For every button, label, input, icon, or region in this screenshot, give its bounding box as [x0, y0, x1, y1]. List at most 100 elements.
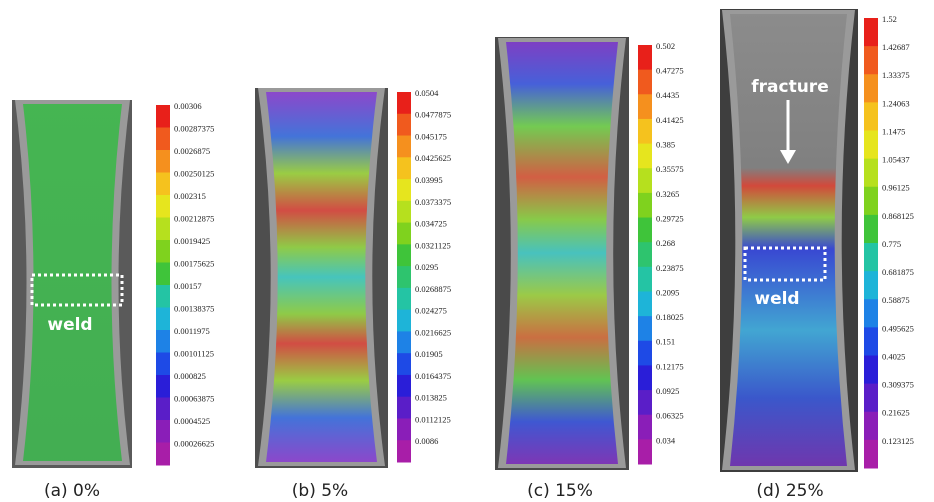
colorbar-label: 0.0019425	[174, 236, 210, 246]
colorbar-segment	[156, 150, 170, 173]
colorbar-label: 1.1475	[882, 126, 905, 136]
colorbar-segment	[864, 384, 878, 413]
colorbar-segment	[156, 218, 170, 241]
colorbar-segment	[638, 218, 652, 243]
colorbar-label: 0.2095	[656, 287, 679, 297]
figure: 0.00306 0.00287375 0.0026875 0.00250125 0.00…	[0, 0, 934, 502]
colorbar-label: 0.41425	[656, 115, 684, 125]
caption: (d) 25%	[756, 481, 823, 501]
colorbar-segment	[397, 223, 411, 245]
colorbar-segment	[397, 288, 411, 310]
colorbar-segment	[864, 74, 878, 103]
colorbar-segment	[397, 418, 411, 440]
colorbar-label: 0.01905	[415, 349, 443, 359]
colorbar-label: 0.775	[882, 239, 901, 249]
colorbar-segment	[638, 242, 652, 267]
strain-map	[23, 104, 122, 461]
colorbar-segment	[864, 187, 878, 216]
colorbar-segment	[397, 157, 411, 179]
colorbar-label: 0.0164375	[415, 371, 451, 381]
colorbar-segment	[397, 353, 411, 375]
colorbar-label: 0.151	[656, 337, 675, 347]
colorbar-label: 0.35575	[656, 164, 684, 174]
colorbar-label: 0.0004525	[174, 416, 210, 426]
annotation: weld	[754, 289, 799, 309]
annotation: fracture	[751, 77, 828, 97]
colorbar-label: 0.00212875	[174, 213, 214, 223]
colorbar-label: 0.03995	[415, 175, 443, 185]
colorbar-label: 0.00026625	[174, 438, 214, 448]
colorbar-segment	[156, 308, 170, 331]
colorbar-segment	[397, 266, 411, 288]
colorbar-label: 0.4435	[656, 90, 679, 100]
colorbar-segment	[397, 114, 411, 136]
colorbar-label: 0.0026875	[174, 146, 210, 156]
colorbar-segment	[156, 240, 170, 263]
colorbar-label: 0.034725	[415, 219, 447, 229]
colorbar-segment	[638, 45, 652, 70]
colorbar-label: 0.495625	[882, 323, 914, 333]
colorbar-segment	[638, 390, 652, 415]
colorbar-segment	[397, 397, 411, 419]
colorbar-label: 0.96125	[882, 183, 910, 193]
colorbar-segment	[864, 215, 878, 244]
colorbar-label: 0.0112125	[415, 414, 451, 424]
colorbar-label: 0.00287375	[174, 123, 214, 133]
colorbar-segment	[397, 375, 411, 397]
colorbar-segment	[156, 420, 170, 443]
colorbar-segment	[156, 128, 170, 151]
colorbar-label: 0.681875	[882, 267, 914, 277]
colorbar-segment	[864, 46, 878, 75]
colorbar-label: 0.013825	[415, 393, 447, 403]
colorbar-segment	[397, 92, 411, 114]
colorbar-segment	[638, 439, 652, 464]
colorbar-label: 0.0477875	[415, 110, 451, 120]
colorbar-label: 0.0268875	[415, 284, 451, 294]
colorbar-label: 1.42687	[882, 42, 910, 52]
colorbar-label: 1.05437	[882, 155, 910, 165]
colorbar-label: 0.0321125	[415, 240, 451, 250]
colorbar-segment	[638, 144, 652, 169]
colorbar-segment	[397, 440, 411, 462]
colorbar-label: 0.00306	[174, 101, 202, 111]
colorbar-segment	[397, 179, 411, 201]
colorbar-segment	[864, 440, 878, 469]
colorbar-label: 0.47275	[656, 66, 684, 76]
colorbar-label: 0.000825	[174, 371, 206, 381]
colorbar-label: 0.0086	[415, 436, 438, 446]
colorbar-label: 0.268	[656, 238, 675, 248]
colorbar-label: 0.024275	[415, 306, 447, 316]
colorbar-segment	[864, 271, 878, 300]
colorbar-segment	[156, 398, 170, 421]
colorbar-segment	[638, 267, 652, 292]
colorbar-segment	[864, 131, 878, 160]
colorbar-segment	[397, 310, 411, 332]
colorbar-label: 1.33375	[882, 70, 910, 80]
colorbar-label: 0.0011975	[174, 326, 210, 336]
colorbar-label: 0.0925	[656, 386, 679, 396]
colorbar-segment	[156, 195, 170, 218]
colorbar-segment	[864, 356, 878, 385]
colorbar-label: 0.3265	[656, 189, 679, 199]
colorbar-label: 0.00250125	[174, 168, 214, 178]
colorbar-segment	[864, 327, 878, 356]
colorbar-segment	[156, 173, 170, 196]
colorbar-segment	[156, 285, 170, 308]
colorbar-label: 0.0373375	[415, 197, 451, 207]
colorbar-segment	[397, 136, 411, 158]
colorbar-segment	[397, 331, 411, 353]
colorbar-label: 0.00175625	[174, 258, 214, 268]
colorbar-label: 0.502	[656, 41, 675, 51]
colorbar-label: 0.06325	[656, 411, 684, 421]
annotation: weld	[47, 315, 92, 335]
colorbar-label: 0.29725	[656, 213, 684, 223]
colorbar-label: 0.0295	[415, 262, 438, 272]
colorbar-segment	[156, 375, 170, 398]
colorbar-label: 0.4025	[882, 351, 905, 361]
colorbar-segment	[156, 105, 170, 128]
colorbar-segment	[638, 94, 652, 119]
colorbar-label: 0.58875	[882, 295, 910, 305]
colorbar-label: 0.0216625	[415, 327, 451, 337]
colorbar-segment	[156, 353, 170, 376]
colorbar-label: 0.123125	[882, 436, 914, 446]
